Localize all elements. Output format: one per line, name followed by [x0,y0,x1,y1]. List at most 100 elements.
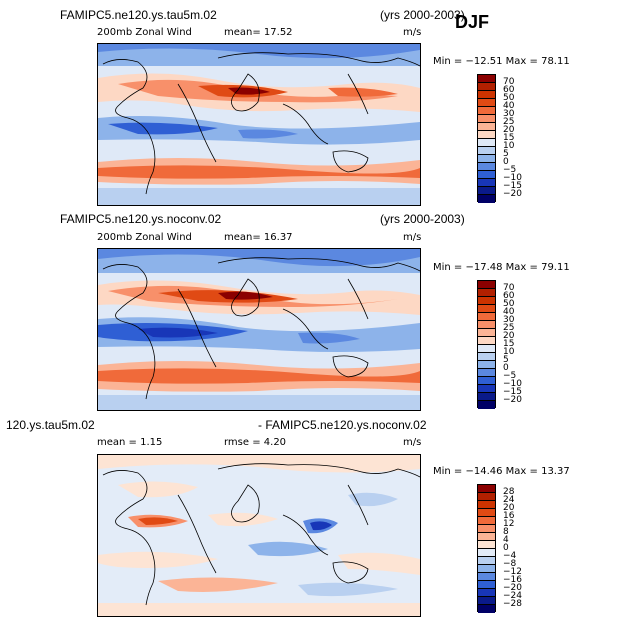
panel3-cb-box [478,509,495,517]
panel1-cb-box [478,139,495,147]
panel3-map-field [98,455,420,616]
panel3-cb-box [478,533,495,541]
cb-label: 20 [503,503,515,513]
panel2-years: (yrs 2000-2003) [380,212,465,226]
panel3-cb-box [478,549,495,557]
panel3-cb-box [478,541,495,549]
cb-label: 15 [503,133,515,143]
cb-label: 24 [503,495,515,505]
panel3-rmse: rmse = 4.20 [224,437,287,448]
season-label: DJF [455,12,490,32]
cb-label: 30 [503,315,515,325]
panel2-cb-box [478,377,495,385]
panel3-cb-box [478,501,495,509]
cb-label: −12 [503,567,522,577]
cb-label: 20 [503,125,515,135]
cb-label: 5 [503,149,509,159]
panel1-cb-box [478,155,495,163]
cb-label: 30 [503,109,515,119]
panel3-minmax: Min = −14.46 Max = 13.37 [433,466,570,477]
cb-label: −4 [503,551,517,561]
panel1-title: FAMIPC5.ne120.ys.tau5m.02 [60,8,217,22]
panel1-cb-box [478,171,495,179]
panel3-mean: mean = 1.15 [97,437,163,448]
cb-label: 70 [503,283,515,293]
panel2-minmax: Min = −17.48 Max = 79.11 [433,262,570,273]
panel1-cb-box [478,83,495,91]
cb-label: 60 [503,85,515,95]
panel3-colorbar-labels: 28 24 20 16 12 8 4 0 −4 −8 −12 −16 −20 −… [503,484,533,612]
panel2-colorbar-labels: 70 60 50 40 30 25 20 15 10 5 0 −5 −10 −1… [503,280,533,408]
panel1-cb-box [478,187,495,195]
panel2-cb-box [478,281,495,289]
panel2-units: m/s [403,232,422,243]
cb-label: 25 [503,323,515,333]
panel1-mean: mean= 17.52 [224,27,293,38]
panel3-cb-box [478,597,495,605]
panel3-title-left: 120.ys.tau5m.02 [6,418,95,432]
panel2-map [97,248,421,411]
panel2-cb-box [478,337,495,345]
panel1-map-field [98,44,420,205]
panel1-variable: 200mb Zonal Wind [97,27,192,38]
cb-label: 0 [503,157,509,167]
cb-label: −15 [503,387,522,397]
panel2-cb-box [478,289,495,297]
cb-label: 12 [503,519,515,529]
cb-label: −28 [503,599,522,609]
cb-label: 16 [503,511,515,521]
cb-label: 5 [503,355,509,365]
panel3-title-right: - FAMIPC5.ne120.ys.noconv.02 [258,418,427,432]
panel3-cb-box [478,573,495,581]
cb-label: 40 [503,307,515,317]
panel3-cb-box [478,565,495,573]
cb-label: −10 [503,173,522,183]
cb-label: −15 [503,181,522,191]
panel1-cb-box [478,179,495,187]
cb-label: 10 [503,141,515,151]
panel2-cb-box [478,313,495,321]
panel1-cb-box [478,195,495,203]
panel2-cb-box [478,393,495,401]
cb-label: 60 [503,291,515,301]
panel1-units: m/s [403,27,422,38]
cb-label: 50 [503,299,515,309]
panel2-mean: mean= 16.37 [224,232,293,243]
panel2-cb-box [478,329,495,337]
panel2-cb-box [478,345,495,353]
panel3-cb-box [478,517,495,525]
panel3-units: m/s [403,437,422,448]
panel1-colorbar-labels: 70 60 50 40 30 25 20 15 10 5 0 −5 −10 −1… [503,74,533,202]
panel1-cb-box [478,75,495,83]
panel1-cb-box [478,91,495,99]
panel3-cb-box [478,605,495,613]
panel3-colorbar [477,484,496,613]
panel2-cb-box [478,353,495,361]
panel2-cb-box [478,385,495,393]
panel1-cb-box [478,147,495,155]
cb-label: 10 [503,347,515,357]
cb-label: −5 [503,371,517,381]
cb-label: 70 [503,77,515,87]
panel2-cb-box [478,401,495,409]
panel1-map [97,43,421,206]
panel1-cb-box [478,115,495,123]
cb-label: 8 [503,527,509,537]
cb-label: 0 [503,363,509,373]
panel1-colorbar [477,74,496,203]
cb-label: −8 [503,559,517,569]
panel3-cb-box [478,485,495,493]
panel1-cb-box [478,107,495,115]
cb-label: 25 [503,117,515,127]
cb-label: 4 [503,535,509,545]
panel3-cb-box [478,525,495,533]
panel3-cb-box [478,557,495,565]
panel1-minmax: Min = −12.51 Max = 78.11 [433,56,570,67]
cb-label: 20 [503,331,515,341]
panel2-title: FAMIPC5.ne120.ys.noconv.02 [60,212,222,226]
cb-label: −20 [503,583,522,593]
panel3-cb-box [478,589,495,597]
cb-label: −10 [503,379,522,389]
panel1-cb-box [478,99,495,107]
panel1-cb-box [478,163,495,171]
